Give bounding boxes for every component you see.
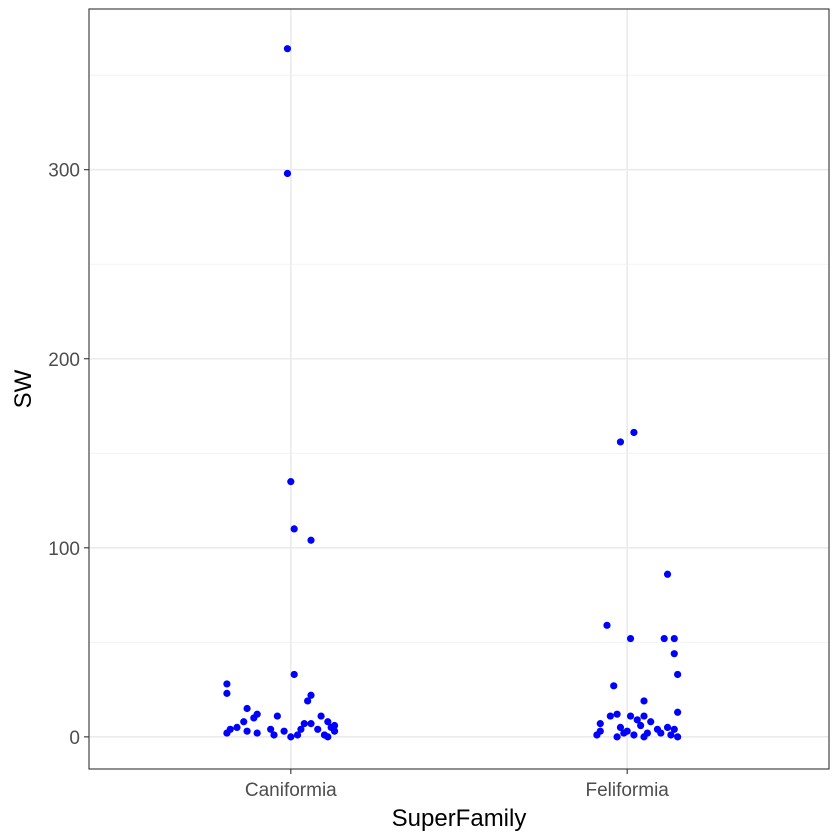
data-point [667,731,675,739]
data-point [233,723,241,732]
data-point [290,670,298,679]
data-point [250,714,258,722]
data-point [253,729,261,737]
data-point [616,723,625,732]
data-point [630,428,638,437]
data-point [637,721,645,730]
data-point [620,729,628,737]
data-point [283,45,292,53]
x-tick-label: Caniformia [245,780,337,801]
data-point [324,718,332,726]
data-point [290,525,298,533]
data-point [243,704,251,713]
y-tick-label: 300 [48,161,80,182]
data-point [297,725,305,733]
x-axis: Caniformia Feliformia [245,769,669,801]
data-point [610,682,618,690]
panel-border [88,8,830,770]
data-point [616,438,625,446]
data-point [640,733,648,741]
data-point [240,718,248,726]
y-tick-label: 100 [48,539,80,560]
data-point [640,697,648,705]
data-point [647,718,655,726]
x-axis-title: SuperFamily [392,805,527,832]
data-point [270,731,278,739]
grid-minor-lines [89,74,829,643]
data-point [640,712,648,720]
data-point [660,634,668,643]
data-point [626,634,635,643]
data-point [596,720,604,728]
y-axis-title: SW [10,369,37,408]
data-point [317,712,325,720]
data-point [663,570,672,578]
data-point [674,708,682,716]
data-point [223,729,231,737]
y-tick-label: 0 [69,728,80,749]
y-axis: 0 100 200 300 [48,161,89,749]
data-point [630,731,638,739]
data-point [293,731,302,739]
data-point [307,691,315,699]
data-point [593,731,601,739]
data-point [670,650,678,658]
data-point [674,733,682,741]
x-tick-label: Feliformia [585,780,669,801]
data-points [223,45,682,741]
y-tick-label: 200 [48,350,80,371]
data-point [670,725,678,733]
data-point [300,720,308,728]
data-point [243,727,251,735]
data-point [330,727,339,735]
data-point [603,621,611,629]
data-point [663,723,672,732]
data-point [324,733,332,741]
data-point [287,733,295,741]
data-point [314,725,322,733]
data-point [606,712,614,720]
data-point [267,725,275,733]
data-point [287,478,295,486]
data-point [304,697,312,705]
data-point [670,634,678,643]
grid-major-lines [89,9,829,769]
data-point [633,716,641,724]
data-point [307,720,315,728]
data-point [307,536,315,544]
data-point [657,729,665,737]
data-point [613,710,621,718]
data-point [280,727,288,735]
data-point [223,680,231,688]
data-point [283,169,292,178]
data-point [223,689,231,697]
data-point [613,733,621,741]
data-point [674,670,682,679]
data-point [626,712,635,720]
data-point [273,712,281,720]
